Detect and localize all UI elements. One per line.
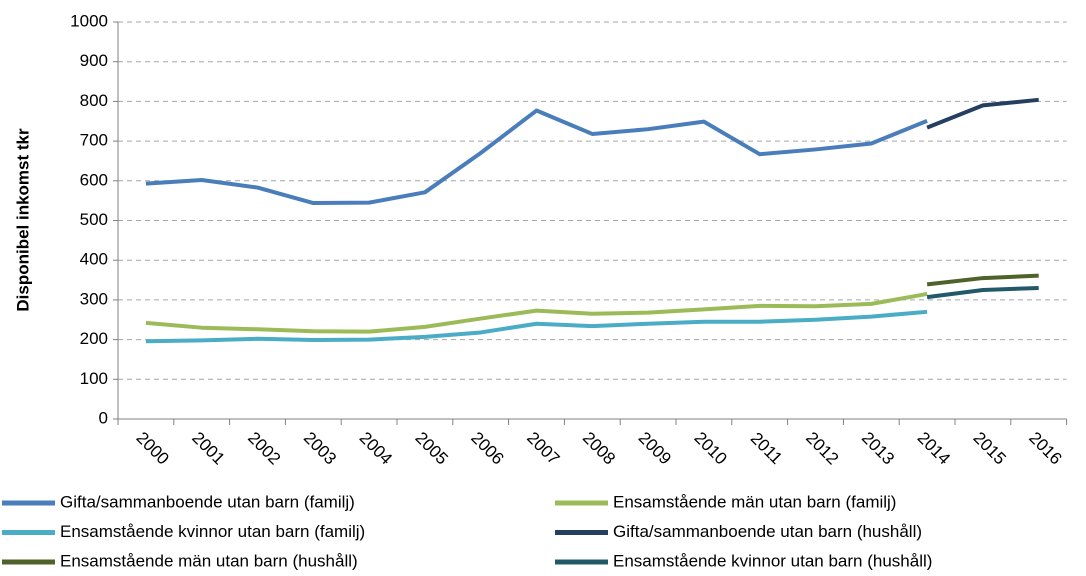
x-tick-label: 2003	[300, 428, 340, 468]
x-tick-label: 2014	[914, 428, 954, 468]
series-line	[145, 108, 928, 206]
x-tick-label: 2004	[356, 428, 396, 468]
y-tick-label: 300	[80, 289, 108, 308]
x-tick-label: 2010	[691, 428, 731, 468]
y-tick-label: 100	[80, 369, 108, 388]
legend-label: Ensamstående kvinnor utan barn (hushåll)	[613, 551, 932, 570]
x-tick-label: 2016	[1025, 428, 1065, 468]
y-tick-label: 600	[80, 170, 108, 189]
x-tick-label: 2013	[858, 428, 898, 468]
x-tick-label: 2006	[467, 428, 507, 468]
x-tick-label: 2015	[970, 428, 1010, 468]
x-tick-label: 2007	[523, 428, 563, 468]
x-tick-label: 2012	[802, 428, 842, 468]
x-tick-label: 2005	[412, 428, 452, 468]
series-line	[926, 285, 1039, 300]
x-tick-label: 2009	[635, 428, 675, 468]
legend-label: Ensamstående kvinnor utan barn (familj)	[60, 522, 365, 541]
x-tick-label: 2000	[133, 428, 173, 468]
legend-label: Ensamstående män utan barn (hushåll)	[60, 551, 358, 570]
y-tick-label: 900	[80, 51, 108, 70]
y-tick-label: 400	[80, 250, 108, 269]
x-tick-label: 2001	[188, 428, 228, 468]
series-line	[145, 309, 928, 344]
y-tick-label: 1000	[70, 11, 108, 30]
y-tick-label: 700	[80, 131, 108, 150]
x-tick-label: 2008	[579, 428, 619, 468]
y-tick-label: 500	[80, 210, 108, 229]
y-axis-title: Disponibel inkomst tkr	[13, 128, 32, 312]
legend-label: Gifta/sammanboende utan barn (familj)	[60, 492, 355, 511]
y-tick-label: 200	[80, 329, 108, 348]
series-line	[926, 273, 1039, 287]
y-tick-label: 800	[80, 91, 108, 110]
series-line	[145, 291, 928, 334]
legend-label: Gifta/sammanboende utan barn (hushåll)	[613, 522, 922, 541]
series-line	[926, 97, 1039, 130]
y-tick-label: 0	[99, 408, 108, 427]
x-tick-label: 2011	[747, 429, 786, 468]
legend-label: Ensamstående män utan barn (familj)	[613, 492, 896, 511]
x-tick-label: 2002	[244, 428, 284, 468]
